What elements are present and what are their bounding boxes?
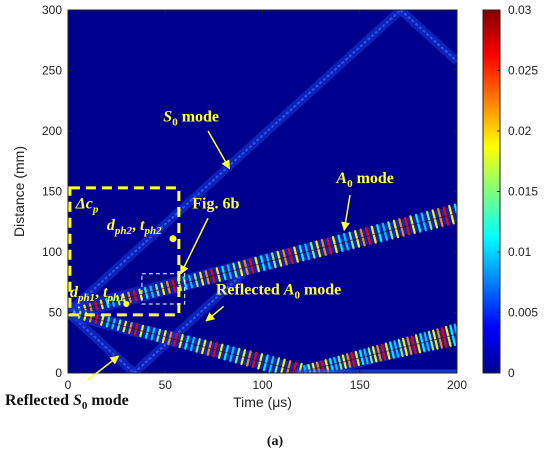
x-tick-label: 150 — [350, 378, 370, 392]
point1-label: dph1, tph1 — [70, 284, 125, 304]
s0-mode-arrow — [207, 130, 231, 170]
y-tick-label: 250 — [42, 64, 62, 78]
reflected-a0-return-wave-core — [305, 333, 457, 372]
colorbar-tick-label: 0.015 — [508, 185, 538, 199]
fig6b-arrow — [180, 217, 209, 275]
delta-cp-label: Δcp — [75, 195, 99, 215]
reflected-s0-label: Reflected S0 mode — [5, 392, 129, 412]
y-tick-label: 200 — [42, 124, 62, 138]
y-axis-label: Distance (mm) — [11, 146, 27, 237]
colorbar-tick-label: 0.01 — [508, 245, 532, 259]
axes: 0 50 100 150 200 0 50 100 150 200 250 300 Time (μs) D… — [11, 3, 467, 410]
x-tick-label: 50 — [159, 378, 173, 392]
a0-mode-wave-core — [73, 212, 457, 313]
point2-label: dph2, tph2 — [107, 217, 162, 237]
a0-mode-wave — [72, 203, 457, 315]
x-tick-label: 0 — [65, 378, 72, 392]
reflected-a0-wave — [72, 310, 309, 373]
figure-caption: (a) — [267, 434, 284, 449]
annotation-layer: Δcp dph2, tph2 dph1, tph1 S0 mode A0 mode Fig… — [5, 108, 394, 412]
reflected-a0-label: Reflected A0 mode — [216, 281, 341, 301]
reflected-s0-wave-band — [68, 309, 138, 373]
a0-mode-wave-fringe — [453, 203, 457, 218]
x-tick-label: 200 — [447, 378, 467, 392]
s0-mode-label: S0 mode — [163, 108, 219, 128]
x-axis-label: Time (μs) — [233, 394, 292, 410]
a0-mode-label: A0 mode — [335, 170, 394, 190]
x-tick-label: 100 — [252, 378, 272, 392]
y-tick-label: 100 — [42, 245, 62, 259]
y-tick-label: 50 — [49, 306, 63, 320]
reflected-a0-return-wave — [303, 323, 457, 373]
colorbar-tick-label: 0.02 — [508, 124, 532, 138]
reflected-a0-arrow — [205, 305, 225, 322]
colorbar-tick-label: 0.005 — [508, 306, 538, 320]
fig6b-region-box — [141, 273, 186, 305]
phase-point-2 — [169, 235, 177, 243]
colorbar-tick-label: 0.025 — [508, 64, 538, 78]
colorbar-tick-label: 0.03 — [508, 3, 532, 17]
reflected-a0-wave-core — [73, 312, 306, 373]
wave-field — [68, 10, 457, 373]
reflected-s0-return-wave-line — [133, 265, 252, 373]
inset-box — [68, 186, 181, 317]
reflected-s0-arrow — [86, 355, 120, 381]
phase-point-1 — [123, 301, 130, 308]
y-tick-label: 300 — [42, 3, 62, 17]
plot-background — [68, 10, 457, 373]
colorbar: 0 0.005 0.01 0.015 0.02 0.025 0.03 — [482, 3, 538, 380]
y-tick-label: 0 — [55, 366, 62, 380]
s0-top-reflection-line — [399, 10, 457, 63]
colorbar-tick-label: 0 — [508, 366, 515, 380]
reflected-a0-return-wave-fringe — [453, 323, 457, 339]
y-tick-label: 150 — [42, 185, 62, 199]
s0-mode-wave-band — [68, 10, 404, 316]
a0-mode-arrow — [341, 195, 351, 232]
fig6b-label: Fig. 6b — [192, 195, 239, 212]
